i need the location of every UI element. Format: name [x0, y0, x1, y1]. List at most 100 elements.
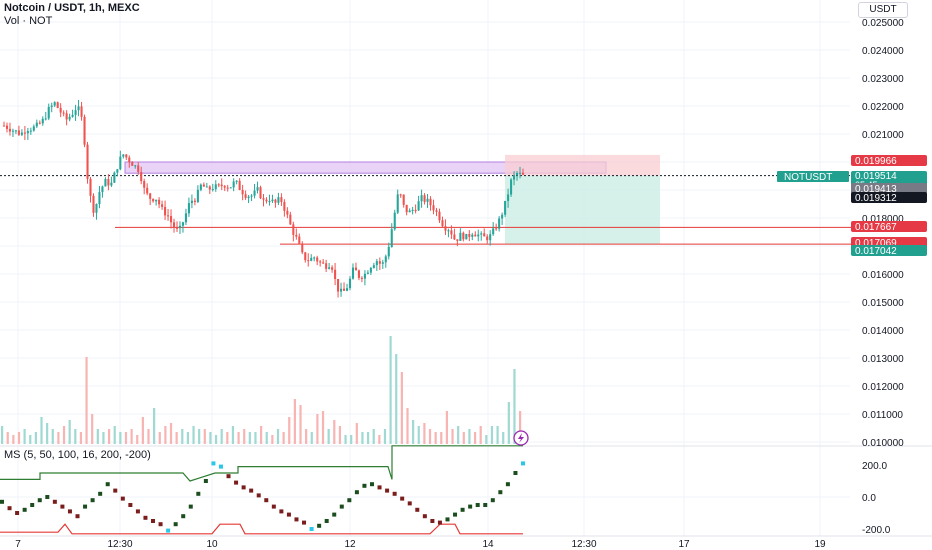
ms-dot [256, 493, 261, 498]
candle-body [399, 194, 402, 196]
ms-dot [45, 495, 50, 499]
candle-body [360, 277, 363, 279]
candle-body [507, 194, 510, 201]
candle-body [29, 130, 32, 132]
volume-bar [62, 426, 66, 444]
ms-dot [75, 514, 80, 519]
candle-body [47, 106, 50, 119]
candle-body [113, 172, 116, 183]
candle-body [214, 184, 217, 190]
candle-body [71, 114, 74, 117]
candle-body [74, 110, 77, 115]
volume-bar [186, 432, 190, 444]
ms-dot [400, 496, 405, 501]
candle-body [405, 204, 408, 213]
flash-icon[interactable] [513, 430, 529, 446]
candle-body [178, 225, 182, 229]
volume-bar [507, 402, 510, 444]
ms-lower-band [0, 523, 523, 535]
candle-body [453, 234, 456, 240]
ms-dot [369, 482, 374, 487]
price-tick-label: 0.011000 [862, 410, 903, 421]
badge-level-b: 0.019312 [855, 193, 897, 204]
ms-dot [377, 485, 382, 490]
candle-body [468, 233, 471, 237]
candle-body [459, 232, 462, 241]
currency-button[interactable]: USDT [858, 2, 908, 18]
candle-body [277, 197, 280, 203]
time-tick-label: 10 [206, 539, 218, 550]
price-badges: 0.019966NOTUSDT0.01951405:450.0194130.01… [777, 155, 927, 257]
candle-body [50, 105, 53, 107]
price-tick-label: 0.015000 [862, 298, 904, 309]
badge-symbol: NOTUSDT [784, 172, 832, 183]
ms-dot [37, 498, 42, 503]
volume-bar [248, 432, 251, 444]
candle-body [513, 175, 516, 180]
candle-body [20, 132, 23, 135]
volume-bar [226, 432, 229, 444]
volume-bar [214, 435, 218, 444]
volume-bar [468, 429, 471, 444]
candles [2, 99, 525, 298]
indicator-label: MS (5, 50, 100, 16, 200, -200) [4, 449, 151, 461]
badge-line-1-bg [851, 221, 927, 232]
volume-label: Vol · NOT [4, 15, 53, 27]
ms-dot [513, 471, 518, 475]
ms-dot [83, 504, 88, 509]
ms-upper-band [0, 445, 523, 482]
candle-body [363, 273, 366, 279]
volume-bar [282, 432, 285, 444]
candle-body [319, 261, 322, 263]
volume-bar [496, 426, 499, 444]
candle-body [44, 118, 47, 120]
volume-bar [23, 429, 26, 444]
candle-body [238, 180, 241, 191]
candle-body [65, 113, 68, 120]
time-tick-label: 12:30 [571, 539, 596, 550]
price-tick-label: 0.024000 [862, 46, 904, 57]
candle-body [158, 199, 161, 205]
ms-dot [249, 488, 254, 493]
volume-bar [513, 369, 516, 444]
volume-bar [451, 429, 454, 444]
ms-dot [128, 503, 133, 507]
candle-body [268, 201, 271, 203]
candle-body [521, 172, 525, 175]
candle-body [498, 218, 501, 229]
candle-body [280, 197, 283, 202]
volume-bar [473, 432, 477, 444]
candle-body [92, 195, 95, 213]
ms-dot [60, 504, 65, 509]
candle-body [14, 130, 17, 132]
price-axis: 0.025000 0.024000 0.023000 0.022000 0.021000… [862, 18, 904, 449]
candle-body [77, 106, 80, 111]
candle-body [86, 144, 89, 179]
indicator-tick-label: 0.0 [862, 493, 876, 504]
ms-indicator [0, 445, 850, 535]
candle-body [2, 125, 6, 127]
volume-bar [288, 417, 291, 444]
volume-bar [440, 432, 443, 444]
candle-body [462, 232, 465, 240]
volume-bar [107, 429, 111, 444]
candle-body [211, 189, 214, 191]
candle-body [8, 128, 12, 132]
position-zones [124, 154, 660, 245]
candle-body [456, 239, 459, 241]
target-zone [505, 154, 660, 176]
ms-dot [324, 519, 329, 523]
ms-dot [203, 479, 208, 483]
candle-body [414, 209, 417, 211]
stop-zone [505, 175, 660, 245]
candle-body [265, 199, 268, 202]
volume-bar [51, 429, 54, 444]
volume-bar [17, 432, 21, 444]
candle-body [143, 181, 146, 188]
volume-bar [57, 432, 60, 444]
volume-bar [406, 408, 409, 444]
volume-bar [1, 426, 4, 444]
candle-body [480, 233, 483, 235]
candle-body [298, 236, 301, 244]
